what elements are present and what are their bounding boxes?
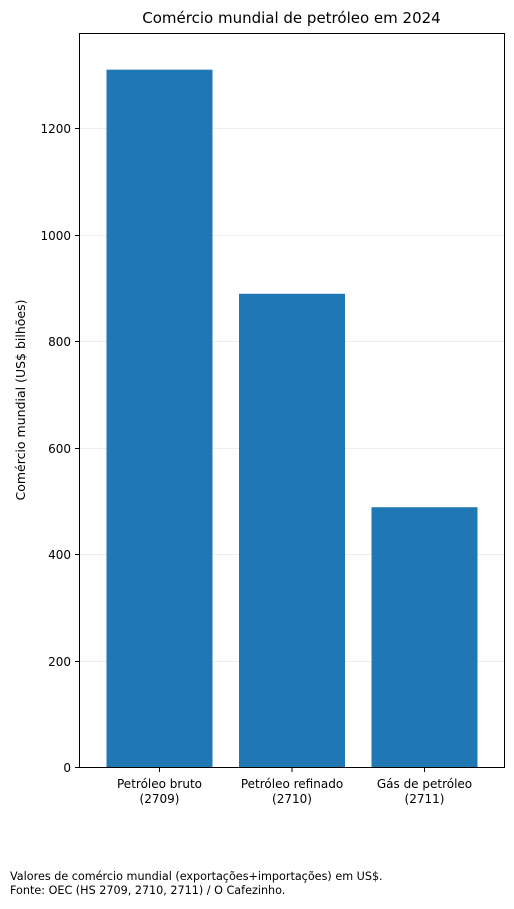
y-tick-label: 600 [48, 442, 71, 456]
footnote: Valores de comércio mundial (exportações… [10, 870, 383, 898]
bar [106, 69, 213, 768]
x-tick-label: (2711) [405, 792, 445, 806]
y-tick-label: 400 [48, 548, 71, 562]
bar [239, 293, 345, 767]
y-axis-label: Comércio mundial (US$ bilhões) [13, 299, 28, 500]
x-tick-label: Gás de petróleo [377, 777, 472, 791]
y-tick-label: 800 [48, 335, 71, 349]
x-tick-label: Petróleo refinado [241, 777, 343, 791]
footnote-source: Fonte: OEC (HS 2709, 2710, 2711) / O Caf… [10, 884, 286, 897]
y-tick-label: 1200 [40, 122, 71, 136]
x-tick-label: (2710) [272, 792, 312, 806]
x-tick-label: (2709) [140, 792, 180, 806]
chart-title: Comércio mundial de petróleo em 2024 [142, 9, 440, 27]
x-axis-ticks: Petróleo bruto(2709)Petróleo refinado(27… [117, 767, 472, 806]
bars [106, 69, 478, 768]
x-tick-label: Petróleo bruto [117, 777, 202, 791]
y-axis-ticks: 0 200 400 600 800 1000 1200 [40, 122, 80, 775]
y-tick-label: 1000 [40, 229, 71, 243]
y-tick-label: 0 [63, 761, 71, 775]
y-tick-label: 200 [48, 655, 71, 669]
footnote-description: Valores de comércio mundial (exportações… [10, 870, 383, 883]
bar [371, 507, 478, 767]
